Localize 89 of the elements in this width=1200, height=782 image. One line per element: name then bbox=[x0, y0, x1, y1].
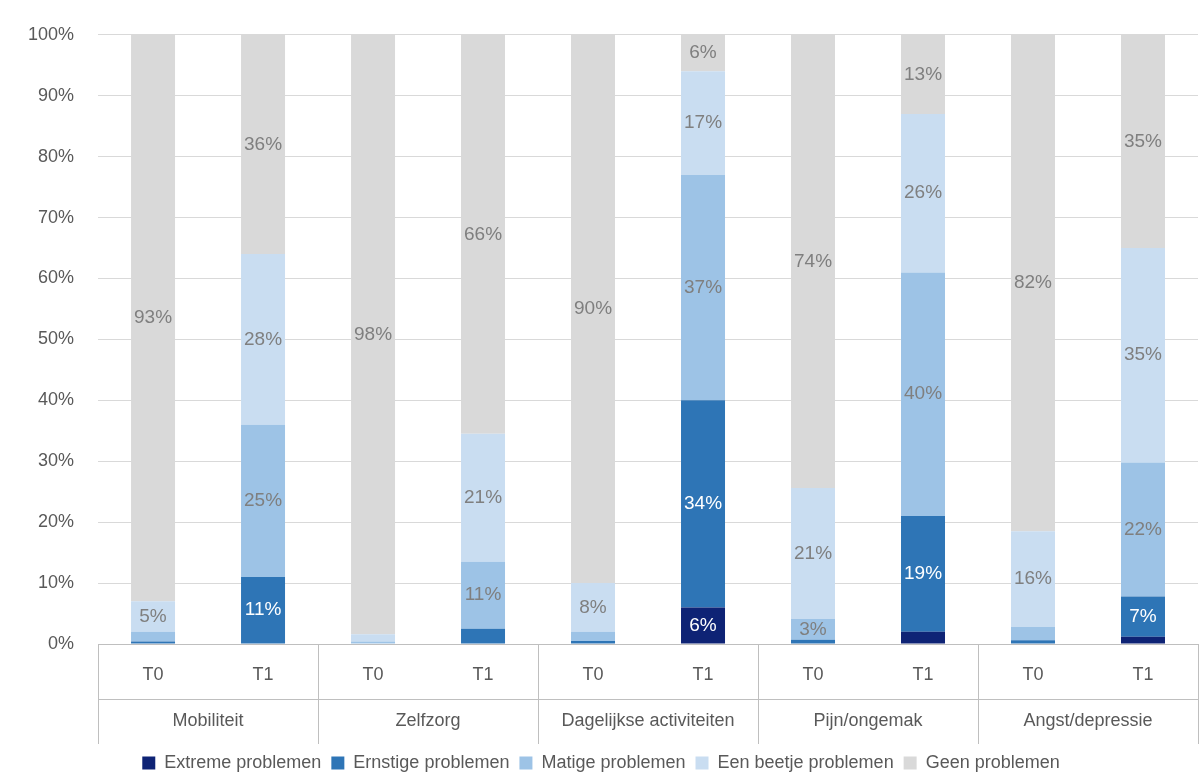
bar bbox=[571, 640, 616, 644]
data-label: 25% bbox=[244, 489, 283, 511]
data-label: 11% bbox=[244, 598, 282, 620]
x-tick-label: T1 bbox=[692, 663, 714, 684]
bar bbox=[901, 114, 946, 273]
y-tick-label: 80% bbox=[38, 145, 75, 166]
data-label: 28% bbox=[244, 327, 283, 349]
data-label: 35% bbox=[1123, 343, 1163, 365]
text: Mobiliteit bbox=[172, 709, 244, 730]
data-label: 13% bbox=[903, 62, 943, 84]
bar bbox=[791, 488, 836, 620]
bar bbox=[241, 424, 286, 577]
data-label: 98% bbox=[354, 322, 393, 344]
data-label: 16% bbox=[1013, 567, 1053, 589]
bar bbox=[681, 174, 726, 401]
legend-label: Een beetje problemen bbox=[717, 751, 894, 772]
y-tick-label: 90% bbox=[38, 84, 75, 105]
data-label: 82% bbox=[1013, 271, 1053, 293]
bar bbox=[791, 639, 836, 644]
data-label: 40% bbox=[903, 382, 943, 404]
bar bbox=[131, 631, 176, 642]
data-label: 7% bbox=[1129, 604, 1157, 626]
y-tick-label: 40% bbox=[38, 389, 75, 410]
y-tick-label: 0% bbox=[48, 632, 75, 653]
bar bbox=[1011, 640, 1056, 644]
legend-label: Ernstige problemen bbox=[353, 751, 510, 772]
x-tick-label: T0 bbox=[142, 663, 164, 684]
x-tick-label: T0 bbox=[362, 663, 384, 684]
bar bbox=[571, 583, 616, 632]
legend-label: Extreme problemen bbox=[164, 751, 322, 772]
text: Angst/depressie bbox=[1023, 709, 1153, 730]
data-label: 11% bbox=[464, 583, 502, 605]
text: Dagelijkse activiteiten bbox=[561, 709, 735, 730]
bar bbox=[1121, 248, 1165, 463]
data-label: 93% bbox=[134, 306, 173, 328]
data-label: 6% bbox=[689, 41, 717, 63]
x-tick-label: T1 bbox=[252, 663, 274, 684]
bar bbox=[1121, 636, 1165, 644]
x-tick-label: T0 bbox=[802, 663, 824, 684]
data-label: 21% bbox=[464, 486, 503, 508]
data-label: 8% bbox=[579, 595, 607, 617]
data-label: 74% bbox=[794, 249, 833, 271]
text: Pijn/ongemak bbox=[813, 709, 924, 730]
bar bbox=[241, 576, 286, 644]
y-tick-label: 70% bbox=[38, 206, 75, 227]
data-label: 66% bbox=[464, 222, 503, 244]
y-tick-label: 20% bbox=[38, 511, 75, 532]
text: Zelfzorg bbox=[395, 709, 461, 730]
bar bbox=[1011, 626, 1056, 641]
bar bbox=[681, 607, 726, 644]
data-label: 35% bbox=[1123, 129, 1163, 151]
bar bbox=[461, 561, 506, 629]
legend-label: Matige problemen bbox=[541, 751, 686, 772]
data-label: 19% bbox=[903, 562, 943, 584]
bar bbox=[1011, 531, 1056, 627]
data-label: 17% bbox=[684, 111, 723, 133]
y-tick-label: 100% bbox=[27, 23, 75, 44]
y-tick-label: 50% bbox=[38, 328, 75, 349]
x-tick-label: T0 bbox=[582, 663, 604, 684]
bar bbox=[351, 634, 396, 642]
data-label: 26% bbox=[903, 181, 943, 203]
bar bbox=[461, 433, 506, 562]
bar bbox=[901, 516, 946, 632]
data-label: 34% bbox=[684, 492, 723, 514]
data-label: 36% bbox=[244, 132, 283, 154]
bar bbox=[1121, 462, 1165, 597]
bar bbox=[901, 272, 946, 517]
bar bbox=[681, 400, 726, 608]
data-label: 90% bbox=[574, 297, 613, 319]
bar bbox=[1121, 596, 1165, 637]
x-tick-label: T1 bbox=[1132, 663, 1154, 684]
x-tick-label: T0 bbox=[1022, 663, 1044, 684]
data-label: 6% bbox=[689, 613, 717, 635]
x-tick-label: T1 bbox=[472, 663, 494, 684]
y-tick-label: 10% bbox=[38, 572, 75, 593]
bar bbox=[241, 254, 286, 425]
data-label: 22% bbox=[1123, 517, 1163, 539]
data-label: 21% bbox=[794, 541, 833, 563]
x-tick-label: T1 bbox=[912, 663, 934, 684]
bar bbox=[571, 631, 616, 641]
bar bbox=[901, 631, 946, 644]
y-tick-label: 60% bbox=[38, 267, 75, 288]
data-label: 5% bbox=[139, 604, 167, 626]
legend-label: Geen problemen bbox=[925, 751, 1060, 772]
bar bbox=[681, 71, 726, 175]
y-tick-label: 30% bbox=[38, 450, 75, 471]
bar bbox=[461, 628, 506, 644]
data-label: 37% bbox=[684, 275, 723, 297]
data-label: 3% bbox=[799, 617, 827, 639]
